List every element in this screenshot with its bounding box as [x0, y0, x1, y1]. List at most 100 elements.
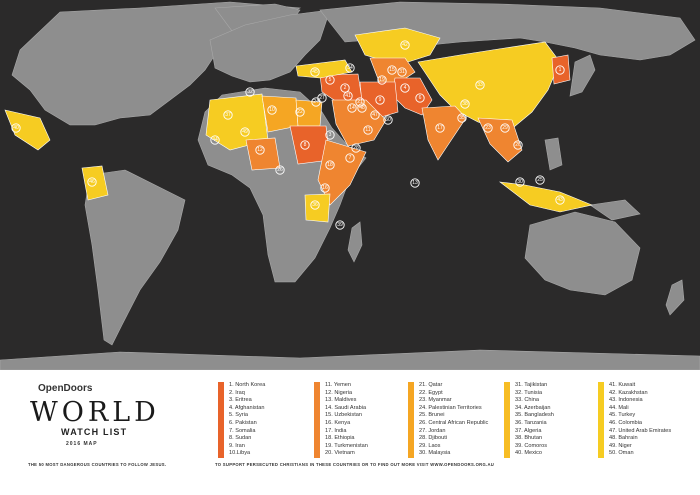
rank-marker-circle	[325, 160, 335, 170]
rank-marker-label: 47	[372, 112, 378, 118]
list-item: 3. Eritrea	[229, 397, 252, 404]
rank-marker: 23	[483, 123, 493, 133]
list-item: 46. Colombia	[609, 419, 642, 426]
rank-marker-circle	[345, 63, 355, 73]
rank-marker-circle	[475, 80, 485, 90]
rank-marker-label: 24	[313, 99, 319, 105]
rank-marker-circle	[300, 140, 310, 150]
list-item: 34. Azerbaijan	[515, 404, 551, 411]
rank-marker-label: 22	[297, 109, 303, 115]
rank-marker: 28	[351, 143, 361, 153]
rank-marker-label: 10	[269, 107, 275, 113]
rank-marker-circle	[325, 75, 335, 85]
list-item: 29. Laos	[419, 442, 441, 449]
rank-marker: 6	[415, 93, 425, 103]
tier-bar-1	[218, 382, 224, 458]
rank-marker: 11	[363, 125, 373, 135]
rank-marker-label: 5	[329, 77, 332, 83]
list-item: 32. Tunisia	[515, 389, 543, 396]
rank-marker-label: 50	[385, 117, 391, 123]
land-new-guinea	[589, 199, 641, 221]
rank-marker-circle	[340, 83, 350, 93]
rank-marker-label: 1	[559, 67, 562, 73]
rank-marker-label: 4	[404, 85, 407, 91]
list-item: 48. Bahrain	[609, 435, 638, 442]
rank-marker: 15	[387, 65, 397, 75]
list-item: 13. Maldives	[325, 397, 357, 404]
list-item: 44. Mali	[609, 404, 629, 411]
list-item: 20. Vietnam	[325, 450, 355, 457]
rank-marker-circle	[400, 83, 410, 93]
rank-marker-label: 49	[242, 129, 248, 135]
rank-marker: 49	[240, 127, 250, 137]
rank-marker-label: 30	[517, 179, 523, 185]
rank-marker-label: 31	[399, 69, 405, 75]
land-antarctica	[0, 349, 700, 370]
rank-marker: 41	[343, 91, 353, 101]
rank-marker-label: 38	[462, 101, 468, 107]
list-item: 14. Saudi Arabia	[325, 404, 367, 411]
rank-marker: 38	[460, 99, 470, 109]
rank-marker-circle	[351, 143, 361, 153]
rank-marker: 22	[295, 107, 305, 117]
region-colombia	[81, 165, 109, 201]
rank-marker: 25	[535, 175, 545, 185]
list-item: 2. Iraq	[229, 389, 245, 396]
rank-marker: 43	[555, 195, 565, 205]
rank-marker: 7	[345, 153, 355, 163]
brand-logo-text: OpenDoors	[38, 383, 93, 394]
rank-marker-circle	[377, 75, 387, 85]
list-item: 27. Jordan	[419, 427, 446, 434]
list-item: 28. Djibouti	[419, 435, 447, 442]
list-item: 23. Myanmar	[419, 397, 452, 404]
region-india	[421, 105, 467, 161]
rank-marker: 20	[513, 140, 523, 150]
rank-marker-label: 8	[304, 142, 307, 148]
list-item: 37. Algeria	[515, 427, 542, 434]
rank-marker-label: 21	[357, 99, 363, 105]
list-item: 40. Mexico	[515, 450, 543, 457]
rank-marker-circle	[310, 200, 320, 210]
rank-marker-label: 39	[337, 222, 343, 228]
list-item: 30. Malaysia	[419, 450, 451, 457]
rank-marker-label: 15	[389, 67, 395, 73]
list-item: 6. Pakistan	[229, 419, 257, 426]
rank-marker-circle	[435, 123, 445, 133]
rank-marker: 18	[325, 160, 335, 170]
list-col-4: 31. Tajikistan 32. Tunisia 33. China 34.…	[504, 382, 554, 458]
rank-marker-label: 25	[537, 177, 543, 183]
list-item: 38. Bhutan	[515, 435, 543, 442]
rank-marker-label: 14	[349, 105, 355, 111]
rank-marker-circle	[345, 153, 355, 163]
list-item: 24. Palestinian Territories	[419, 404, 482, 411]
rank-marker-circle	[460, 99, 470, 109]
map-svg: 1234567891011121314151617181920212223242…	[0, 1, 700, 370]
rank-marker-circle	[387, 65, 397, 75]
rank-marker: 12	[255, 145, 265, 155]
rank-marker: 17	[435, 123, 445, 133]
list-item: 45. Turkey	[609, 412, 636, 419]
rank-marker: 42	[400, 40, 410, 50]
rank-marker: 46	[87, 177, 97, 187]
region-nigeria	[245, 137, 281, 171]
rank-marker-label: 20	[515, 142, 521, 148]
rank-marker-label: 3	[329, 132, 332, 138]
list-item: 26. Central African Republic	[419, 419, 489, 426]
rank-marker-circle	[275, 165, 285, 175]
rank-marker: 10	[267, 105, 277, 115]
land-madagascar	[347, 221, 363, 263]
rank-markers: 1234567891011121314151617181920212223242…	[11, 40, 565, 230]
rank-marker-circle	[267, 105, 277, 115]
rank-marker-label: 35	[459, 115, 465, 121]
rank-marker-label: 36	[312, 202, 318, 208]
rank-marker: 50	[383, 115, 393, 125]
list-item: 31. Tajikistan	[515, 382, 548, 388]
rank-marker-label: 32	[247, 89, 253, 95]
rank-marker-label: 18	[327, 162, 333, 168]
list-item: 41. Kuwait	[609, 382, 636, 388]
rank-marker-circle	[370, 110, 380, 120]
list-item: 18. Ethiopia	[325, 435, 355, 442]
rank-marker-label: 16	[322, 185, 328, 191]
rank-marker-label: 28	[353, 145, 359, 151]
rank-marker-circle	[535, 175, 545, 185]
